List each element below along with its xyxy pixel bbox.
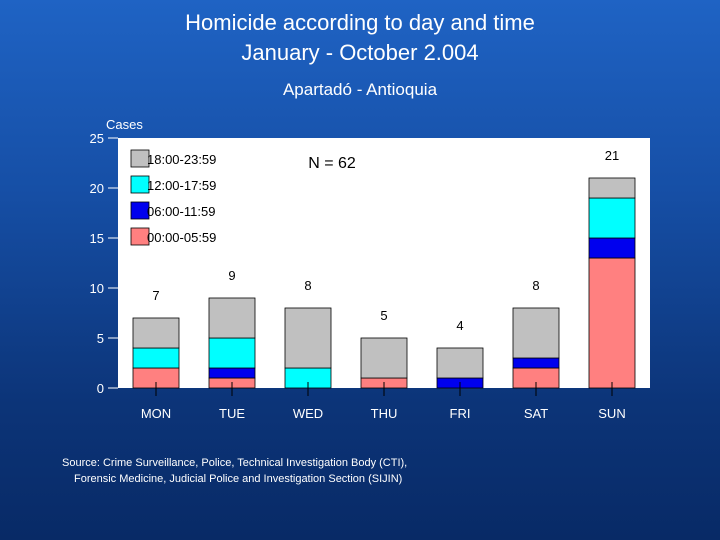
bar-segment [208,297,256,339]
bar-segment [588,177,636,199]
x-tick-label: SUN [598,406,625,421]
legend-label: 00:00-05:59 [147,230,216,245]
y-tick-label: 10 [90,281,104,296]
stacked-bar-chart: Cases N = 62 0 5 10 15 20 25 7 9 8 5 4 8 21 18:00-2… [90,117,636,421]
n-annotation: N = 62 [308,155,356,172]
legend-label: 12:00-17:59 [147,178,216,193]
bar-segment [208,367,256,379]
y-tick-label: 20 [90,181,104,196]
bar-segment [512,357,560,369]
bar-segment [360,337,408,379]
source-line-1: Source: Crime Surveillance, Police, Tech… [62,457,408,469]
bar-segment [132,317,180,349]
y-tick-label: 5 [97,331,104,346]
bar-segment [588,257,636,389]
x-tick-label: THU [371,406,398,421]
bar-segment [588,197,636,239]
y-tick-label: 25 [90,131,104,146]
legend-label: 18:00-23:59 [147,152,216,167]
chart-title: Homicide according to day and time [185,10,535,35]
chart-title-date-range: January - October 2.004 [241,40,479,65]
x-tick-label: FRI [450,406,471,421]
bar-total-label: 9 [228,268,235,283]
y-tick-label: 0 [97,381,104,396]
bar-segment [512,307,560,359]
y-axis-label: Cases [106,117,143,132]
legend-swatch [130,201,150,220]
legend-swatch [130,149,150,168]
bar-segment [132,347,180,369]
bar-segment [208,337,256,369]
source-line-2: Forensic Medicine, Judicial Police and I… [74,473,403,485]
x-tick-label: WED [293,406,323,421]
bar-segment [284,307,332,369]
bar-total-label: 4 [456,318,463,333]
bar-total-label: 8 [304,278,311,293]
legend-swatch [130,227,150,246]
bar-total-label: 7 [152,288,159,303]
bar-total-label: 21 [605,148,619,163]
bar-total-label: 8 [532,278,539,293]
legend-label: 06:00-11:59 [147,204,215,219]
x-tick-label: SAT [524,406,548,421]
source-note: Source: Crime Surveillance, Police, Tech… [62,455,407,487]
bar-segment [588,237,636,259]
legend-swatch [130,175,150,194]
chart-subtitle: Apartadó - Antioquia [282,80,438,99]
x-tick-label: MON [141,406,171,421]
bar-total-label: 5 [380,308,387,323]
y-tick-label: 15 [90,231,104,246]
x-tick-label: TUE [219,406,245,421]
bar-segment [436,347,484,379]
